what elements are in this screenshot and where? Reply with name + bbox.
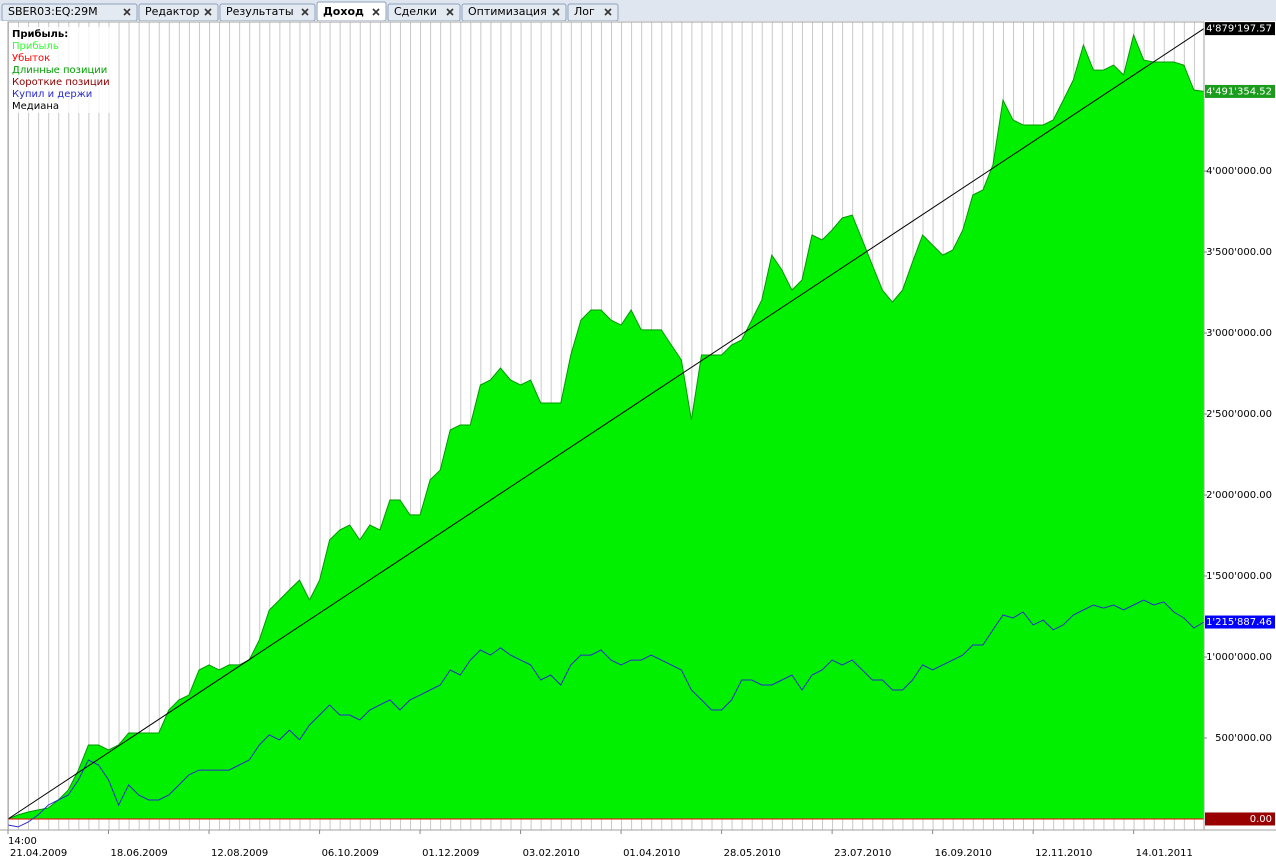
y-tick-label: 4'000'000.00 bbox=[1206, 166, 1272, 177]
legend-entry: Короткие позиции bbox=[12, 77, 110, 88]
legend-entry: Длинные позиции bbox=[12, 65, 107, 76]
x-tick-label: 06.10.2009 bbox=[322, 848, 379, 859]
x-tick-label: 01.12.2009 bbox=[422, 848, 479, 859]
tab[interactable]: SBER03:EQ:29M bbox=[1, 3, 138, 22]
tab[interactable]: Результаты bbox=[219, 3, 316, 22]
x-tick-label: 21.04.2009 bbox=[10, 848, 67, 859]
y-tick-label: 3'000'000.00 bbox=[1206, 328, 1272, 339]
x-tick-label: 18.06.2009 bbox=[111, 848, 168, 859]
tab-label: Лог bbox=[574, 5, 595, 18]
tab-label: Сделки bbox=[394, 5, 437, 18]
profit-area bbox=[8, 35, 1204, 819]
legend-entry: Убыток bbox=[12, 53, 50, 64]
value-tag-label: 4'491'354.52 bbox=[1206, 86, 1272, 97]
tab[interactable]: Лог bbox=[567, 3, 619, 22]
tab[interactable]: Сделки bbox=[387, 3, 461, 22]
value-tag-label: 1'215'887.46 bbox=[1206, 617, 1272, 628]
tab[interactable]: Оптимизация bbox=[461, 3, 567, 22]
legend-title: Прибыль: bbox=[12, 28, 68, 40]
value-tag bbox=[1205, 812, 1275, 826]
series-line bbox=[7, 28, 1205, 820]
value-tag bbox=[1205, 84, 1275, 98]
tab[interactable]: Доход bbox=[316, 1, 387, 22]
profit-edge bbox=[7, 33, 1205, 820]
y-tick-label: 2'000'000.00 bbox=[1206, 490, 1272, 501]
y-tick-label: 2'500'000.00 bbox=[1206, 409, 1272, 420]
tab-close[interactable] bbox=[123, 8, 131, 16]
x-tick-label: 12.11.2010 bbox=[1035, 848, 1092, 859]
tab-close[interactable] bbox=[204, 8, 212, 16]
tab-label: Доход bbox=[323, 5, 364, 18]
x-tick-label: 03.02.2010 bbox=[523, 848, 580, 859]
legend-entry: Прибыль bbox=[12, 41, 59, 52]
legend-entry: Медиана bbox=[12, 101, 59, 112]
tab-close[interactable] bbox=[552, 8, 560, 16]
x-tick-label: 16.09.2010 bbox=[935, 848, 992, 859]
value-tag-label: 0.00 bbox=[1250, 814, 1272, 825]
series-line bbox=[7, 599, 1205, 828]
value-tag bbox=[1205, 615, 1275, 629]
tab-label: SBER03:EQ:29M bbox=[8, 5, 98, 18]
tab-close[interactable] bbox=[604, 8, 612, 16]
x-tick-label: 28.05.2010 bbox=[724, 848, 781, 859]
tab[interactable]: Редактор bbox=[138, 3, 219, 22]
x-time-label: 14:00 bbox=[8, 836, 37, 847]
tab-close[interactable] bbox=[301, 8, 309, 16]
x-tick-label: 01.04.2010 bbox=[623, 848, 680, 859]
value-tag bbox=[1205, 22, 1275, 36]
tab-close[interactable] bbox=[372, 8, 380, 16]
x-tick-label: 23.07.2010 bbox=[834, 848, 891, 859]
legend-bg bbox=[10, 27, 110, 113]
y-tick-label: 1'000'000.00 bbox=[1206, 652, 1272, 663]
y-tick-label: 500'000.00 bbox=[1215, 733, 1272, 744]
tab-close[interactable] bbox=[446, 8, 454, 16]
legend-entry: Купил и держи bbox=[12, 89, 92, 100]
value-tag-label: 4'879'197.57 bbox=[1206, 24, 1272, 35]
tab-label: Редактор bbox=[145, 5, 200, 18]
x-tick-label: 12.08.2009 bbox=[211, 848, 268, 859]
tab-label: Оптимизация bbox=[468, 5, 547, 18]
tab-label: Результаты bbox=[226, 5, 294, 18]
y-tick-label: 1'500'000.00 bbox=[1206, 571, 1272, 582]
y-tick-label: 3'500'000.00 bbox=[1206, 247, 1272, 258]
x-tick-label: 14.01.2011 bbox=[1136, 848, 1193, 859]
